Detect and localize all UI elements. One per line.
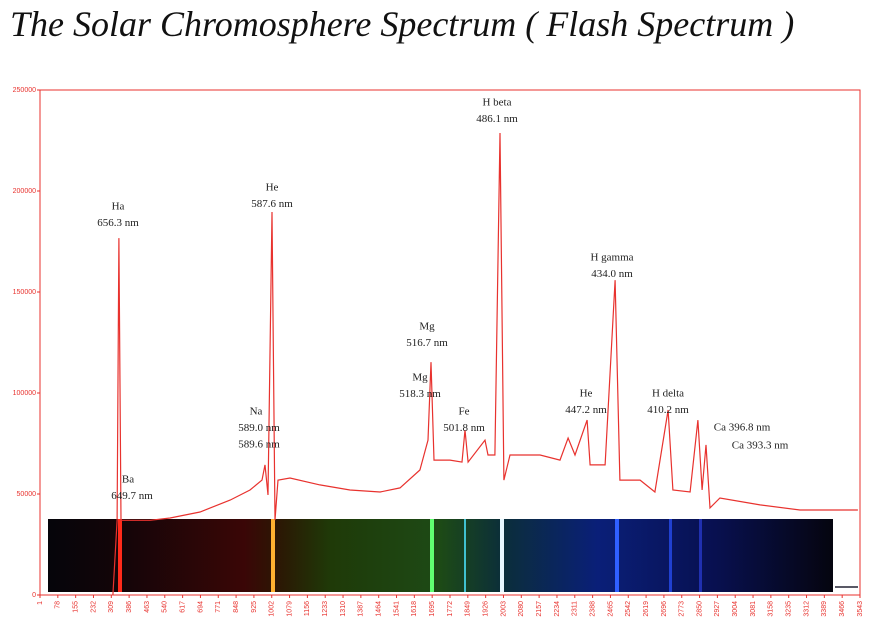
x-tick-label: 1849 bbox=[465, 601, 472, 617]
x-tick-label: 2157 bbox=[536, 601, 543, 617]
x-tick-label: 3004 bbox=[732, 601, 739, 617]
x-tick-label: 2542 bbox=[625, 601, 632, 617]
x-tick-label: 1695 bbox=[429, 601, 436, 617]
annotation: 434.0 nm bbox=[591, 268, 633, 280]
annotation: Na bbox=[250, 406, 263, 418]
annotation: Ca 393.3 nm bbox=[732, 440, 789, 452]
x-tick-label: 540 bbox=[162, 601, 169, 613]
x-tick-label: 1002 bbox=[269, 601, 276, 617]
annotation: 447.2 nm bbox=[565, 404, 607, 416]
x-tick-label: 386 bbox=[126, 601, 133, 613]
x-tick-label: 694 bbox=[197, 601, 204, 613]
x-tick-label: 2311 bbox=[572, 601, 579, 616]
x-tick-label: 3466 bbox=[839, 601, 846, 617]
x-tick-label: 848 bbox=[233, 601, 240, 613]
x-tick-label: 771 bbox=[215, 601, 222, 613]
x-tick-label: 1387 bbox=[358, 601, 365, 617]
annotation: 501.8 nm bbox=[443, 422, 485, 434]
x-tick-label: 1233 bbox=[322, 601, 329, 617]
x-tick-label: 1772 bbox=[447, 601, 454, 617]
x-tick-label: 1079 bbox=[286, 601, 293, 617]
x-tick-label: 3312 bbox=[803, 601, 810, 617]
x-tick-label: 3158 bbox=[768, 601, 775, 617]
x-tick-label: 925 bbox=[251, 601, 258, 613]
x-tick-label: 1618 bbox=[411, 601, 418, 617]
x-tick-label: 2619 bbox=[643, 601, 650, 617]
annotation: 589.6 nm bbox=[238, 439, 280, 451]
x-tick-label: 3081 bbox=[750, 601, 757, 617]
annotation: Ba bbox=[122, 474, 134, 486]
annotation: H delta bbox=[652, 388, 684, 400]
annotation: 518.3 nm bbox=[399, 388, 441, 400]
x-tick-label: 1 bbox=[37, 601, 44, 605]
x-tick-label: 1310 bbox=[340, 601, 347, 617]
x-tick-label: 2850 bbox=[696, 601, 703, 617]
x-tick-label: 232 bbox=[90, 601, 97, 613]
annotation: H beta bbox=[482, 97, 511, 109]
x-tick-label: 2773 bbox=[679, 601, 686, 617]
x-tick-label: 155 bbox=[72, 601, 79, 613]
x-tick-label: 617 bbox=[179, 601, 186, 613]
y-tick-label: 150000 bbox=[13, 289, 36, 296]
annotation: Mg bbox=[419, 321, 435, 333]
x-tick-label: 3543 bbox=[857, 601, 864, 617]
annotation: 516.7 nm bbox=[406, 337, 448, 349]
y-tick-label: 0 bbox=[32, 592, 36, 599]
y-tick-label: 250000 bbox=[13, 87, 36, 94]
annotation: H gamma bbox=[590, 252, 633, 264]
spectrum-line bbox=[112, 132, 858, 596]
annotation: 410.2 nm bbox=[647, 404, 689, 416]
x-tick-label: 2465 bbox=[607, 601, 614, 617]
annotation: 589.0 nm bbox=[238, 422, 280, 434]
annotation: 656.3 nm bbox=[97, 217, 139, 229]
annotation: 486.1 nm bbox=[476, 113, 518, 125]
y-tick-label: 50000 bbox=[17, 491, 37, 498]
x-tick-label: 2234 bbox=[554, 601, 561, 617]
x-tick-label: 2003 bbox=[500, 601, 507, 617]
annotation: Mg bbox=[412, 372, 428, 384]
annotation: Ha bbox=[112, 201, 125, 213]
x-tick-label: 463 bbox=[144, 601, 151, 613]
x-tick-label: 309 bbox=[108, 601, 115, 613]
annotation: He bbox=[580, 388, 593, 400]
chart-title: The Solar Chromosphere Spectrum ( Flash … bbox=[10, 4, 794, 44]
y-tick-label: 100000 bbox=[13, 390, 36, 397]
x-tick-label: 2696 bbox=[661, 601, 668, 617]
x-tick-label: 1541 bbox=[393, 601, 400, 617]
x-tick-label: 1926 bbox=[482, 601, 489, 617]
annotation: 649.7 nm bbox=[111, 490, 153, 502]
annotation: 587.6 nm bbox=[251, 198, 293, 210]
x-tick-label: 3235 bbox=[786, 601, 793, 617]
x-tick-label: 2927 bbox=[714, 601, 721, 617]
x-tick-label: 2388 bbox=[589, 601, 596, 617]
x-tick-label: 1156 bbox=[304, 601, 311, 616]
x-tick-label: 1464 bbox=[376, 601, 383, 617]
x-tick-label: 78 bbox=[55, 601, 62, 609]
y-tick-label: 200000 bbox=[13, 188, 36, 195]
annotation: He bbox=[266, 182, 279, 194]
annotation: Fe bbox=[459, 406, 470, 418]
x-tick-label: 2080 bbox=[518, 601, 525, 617]
spectrum-strip bbox=[48, 519, 858, 592]
x-tick-label: 3389 bbox=[821, 601, 828, 617]
annotation: Ca 396.8 nm bbox=[714, 422, 771, 434]
